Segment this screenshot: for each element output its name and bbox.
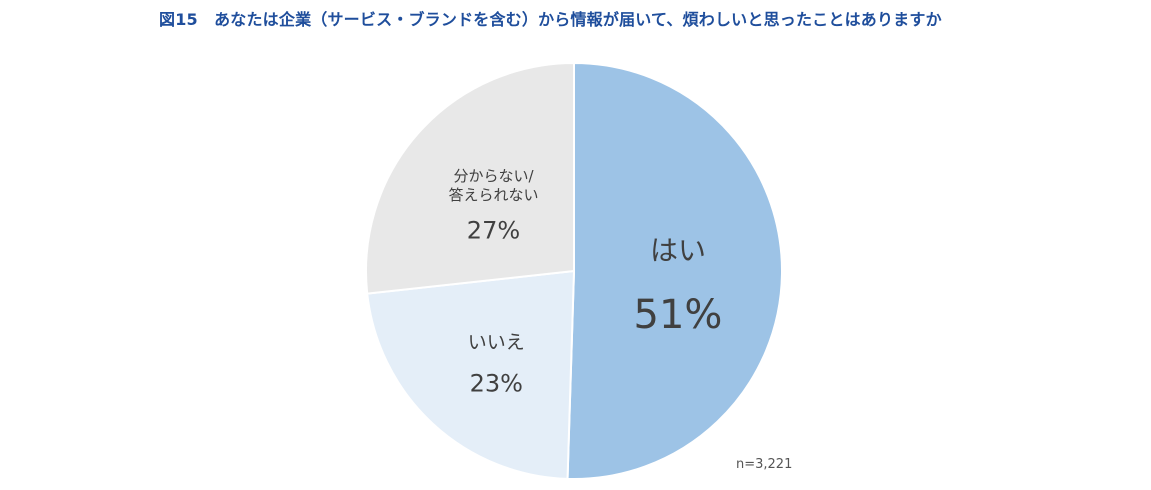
pie-slice [365,61,575,295]
slice-category-label: 答えられない [448,186,538,204]
slice-category-label: 分からない/ [453,167,534,185]
slice-value-label: 27% [467,217,520,245]
slice-category-label: はい [650,234,706,267]
slice-value-label: 23% [470,369,523,397]
slice-value-label: 51% [634,292,723,338]
pie-slice [566,61,783,480]
chart-title: 図15 あなたは企業（サービス・ブランドを含む）から情報が届いて、煩わしいと思っ… [159,10,942,29]
sample-size-note: n=3,221 [736,457,793,472]
pie-slice [366,269,576,480]
slice-category-label: いいえ [468,331,525,353]
